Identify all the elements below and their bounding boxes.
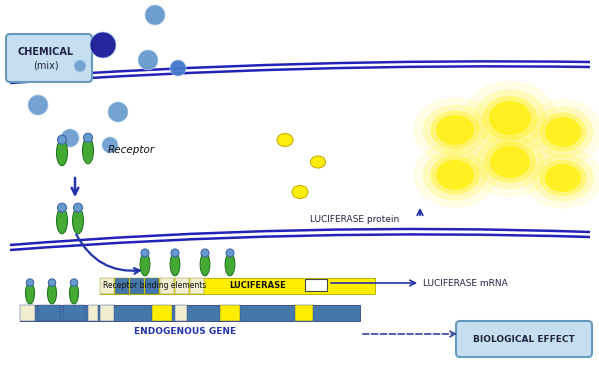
Ellipse shape (170, 60, 186, 76)
FancyBboxPatch shape (160, 278, 174, 294)
Ellipse shape (108, 102, 128, 122)
Text: (mix): (mix) (33, 61, 59, 71)
Ellipse shape (58, 203, 66, 212)
Ellipse shape (70, 279, 78, 286)
FancyBboxPatch shape (145, 278, 159, 294)
Ellipse shape (430, 155, 480, 195)
FancyBboxPatch shape (190, 278, 204, 294)
Ellipse shape (201, 249, 209, 257)
Ellipse shape (74, 60, 86, 72)
Ellipse shape (74, 203, 83, 212)
Ellipse shape (292, 185, 308, 198)
Ellipse shape (423, 105, 488, 155)
Text: LUCIFERASE: LUCIFERASE (229, 282, 286, 290)
Ellipse shape (430, 111, 480, 149)
FancyBboxPatch shape (100, 278, 114, 294)
Ellipse shape (90, 32, 116, 58)
FancyBboxPatch shape (295, 305, 313, 321)
Ellipse shape (72, 208, 83, 234)
Ellipse shape (200, 253, 210, 276)
Ellipse shape (466, 127, 554, 197)
Ellipse shape (484, 141, 536, 183)
FancyBboxPatch shape (152, 305, 172, 321)
Ellipse shape (140, 253, 150, 276)
Ellipse shape (524, 147, 599, 209)
FancyBboxPatch shape (63, 305, 85, 321)
FancyBboxPatch shape (130, 278, 144, 294)
Ellipse shape (540, 160, 586, 196)
FancyBboxPatch shape (88, 305, 98, 321)
FancyBboxPatch shape (115, 278, 129, 294)
Ellipse shape (489, 101, 531, 135)
Ellipse shape (413, 97, 497, 163)
Ellipse shape (56, 140, 68, 166)
Ellipse shape (464, 81, 556, 155)
Ellipse shape (141, 249, 149, 257)
FancyBboxPatch shape (20, 305, 35, 321)
Ellipse shape (310, 156, 325, 168)
Ellipse shape (474, 89, 546, 147)
FancyBboxPatch shape (456, 321, 592, 357)
Text: Receptor: Receptor (108, 145, 155, 155)
Ellipse shape (26, 279, 34, 286)
Ellipse shape (490, 146, 530, 178)
FancyBboxPatch shape (220, 305, 240, 321)
Ellipse shape (423, 149, 488, 201)
Ellipse shape (69, 283, 78, 304)
Ellipse shape (226, 249, 234, 257)
Ellipse shape (170, 253, 180, 276)
Ellipse shape (26, 283, 35, 304)
FancyBboxPatch shape (38, 305, 60, 321)
FancyBboxPatch shape (305, 279, 327, 291)
Ellipse shape (436, 115, 474, 145)
Ellipse shape (171, 249, 179, 257)
Ellipse shape (476, 135, 544, 189)
FancyBboxPatch shape (100, 305, 114, 321)
Ellipse shape (145, 5, 165, 25)
Ellipse shape (28, 95, 48, 115)
Ellipse shape (545, 117, 581, 147)
FancyBboxPatch shape (100, 278, 375, 294)
Ellipse shape (524, 99, 599, 165)
Ellipse shape (83, 133, 92, 142)
Ellipse shape (56, 208, 68, 234)
Text: LUCIFERASE protein: LUCIFERASE protein (310, 215, 400, 225)
Text: Receptor binding elements: Receptor binding elements (103, 282, 207, 290)
Ellipse shape (138, 50, 158, 70)
FancyArrowPatch shape (76, 234, 140, 274)
Ellipse shape (533, 154, 594, 202)
FancyBboxPatch shape (175, 278, 189, 294)
Text: LUCIFERASE mRNA: LUCIFERASE mRNA (423, 279, 508, 288)
FancyBboxPatch shape (20, 305, 360, 321)
Ellipse shape (413, 142, 497, 208)
Ellipse shape (61, 129, 79, 147)
Ellipse shape (49, 279, 56, 286)
Ellipse shape (277, 133, 293, 147)
Ellipse shape (540, 112, 586, 152)
Ellipse shape (47, 283, 56, 304)
Ellipse shape (225, 253, 235, 276)
FancyBboxPatch shape (6, 34, 92, 82)
Text: CHEMICAL: CHEMICAL (18, 47, 74, 57)
Ellipse shape (545, 164, 581, 192)
Ellipse shape (483, 96, 537, 140)
FancyBboxPatch shape (175, 305, 187, 321)
Text: BIOLOGICAL EFFECT: BIOLOGICAL EFFECT (473, 334, 575, 344)
Ellipse shape (83, 138, 93, 164)
Ellipse shape (102, 137, 118, 153)
Text: ENDOGENOUS GENE: ENDOGENOUS GENE (134, 326, 236, 336)
Ellipse shape (533, 106, 594, 157)
Ellipse shape (436, 160, 474, 190)
Ellipse shape (58, 135, 66, 144)
